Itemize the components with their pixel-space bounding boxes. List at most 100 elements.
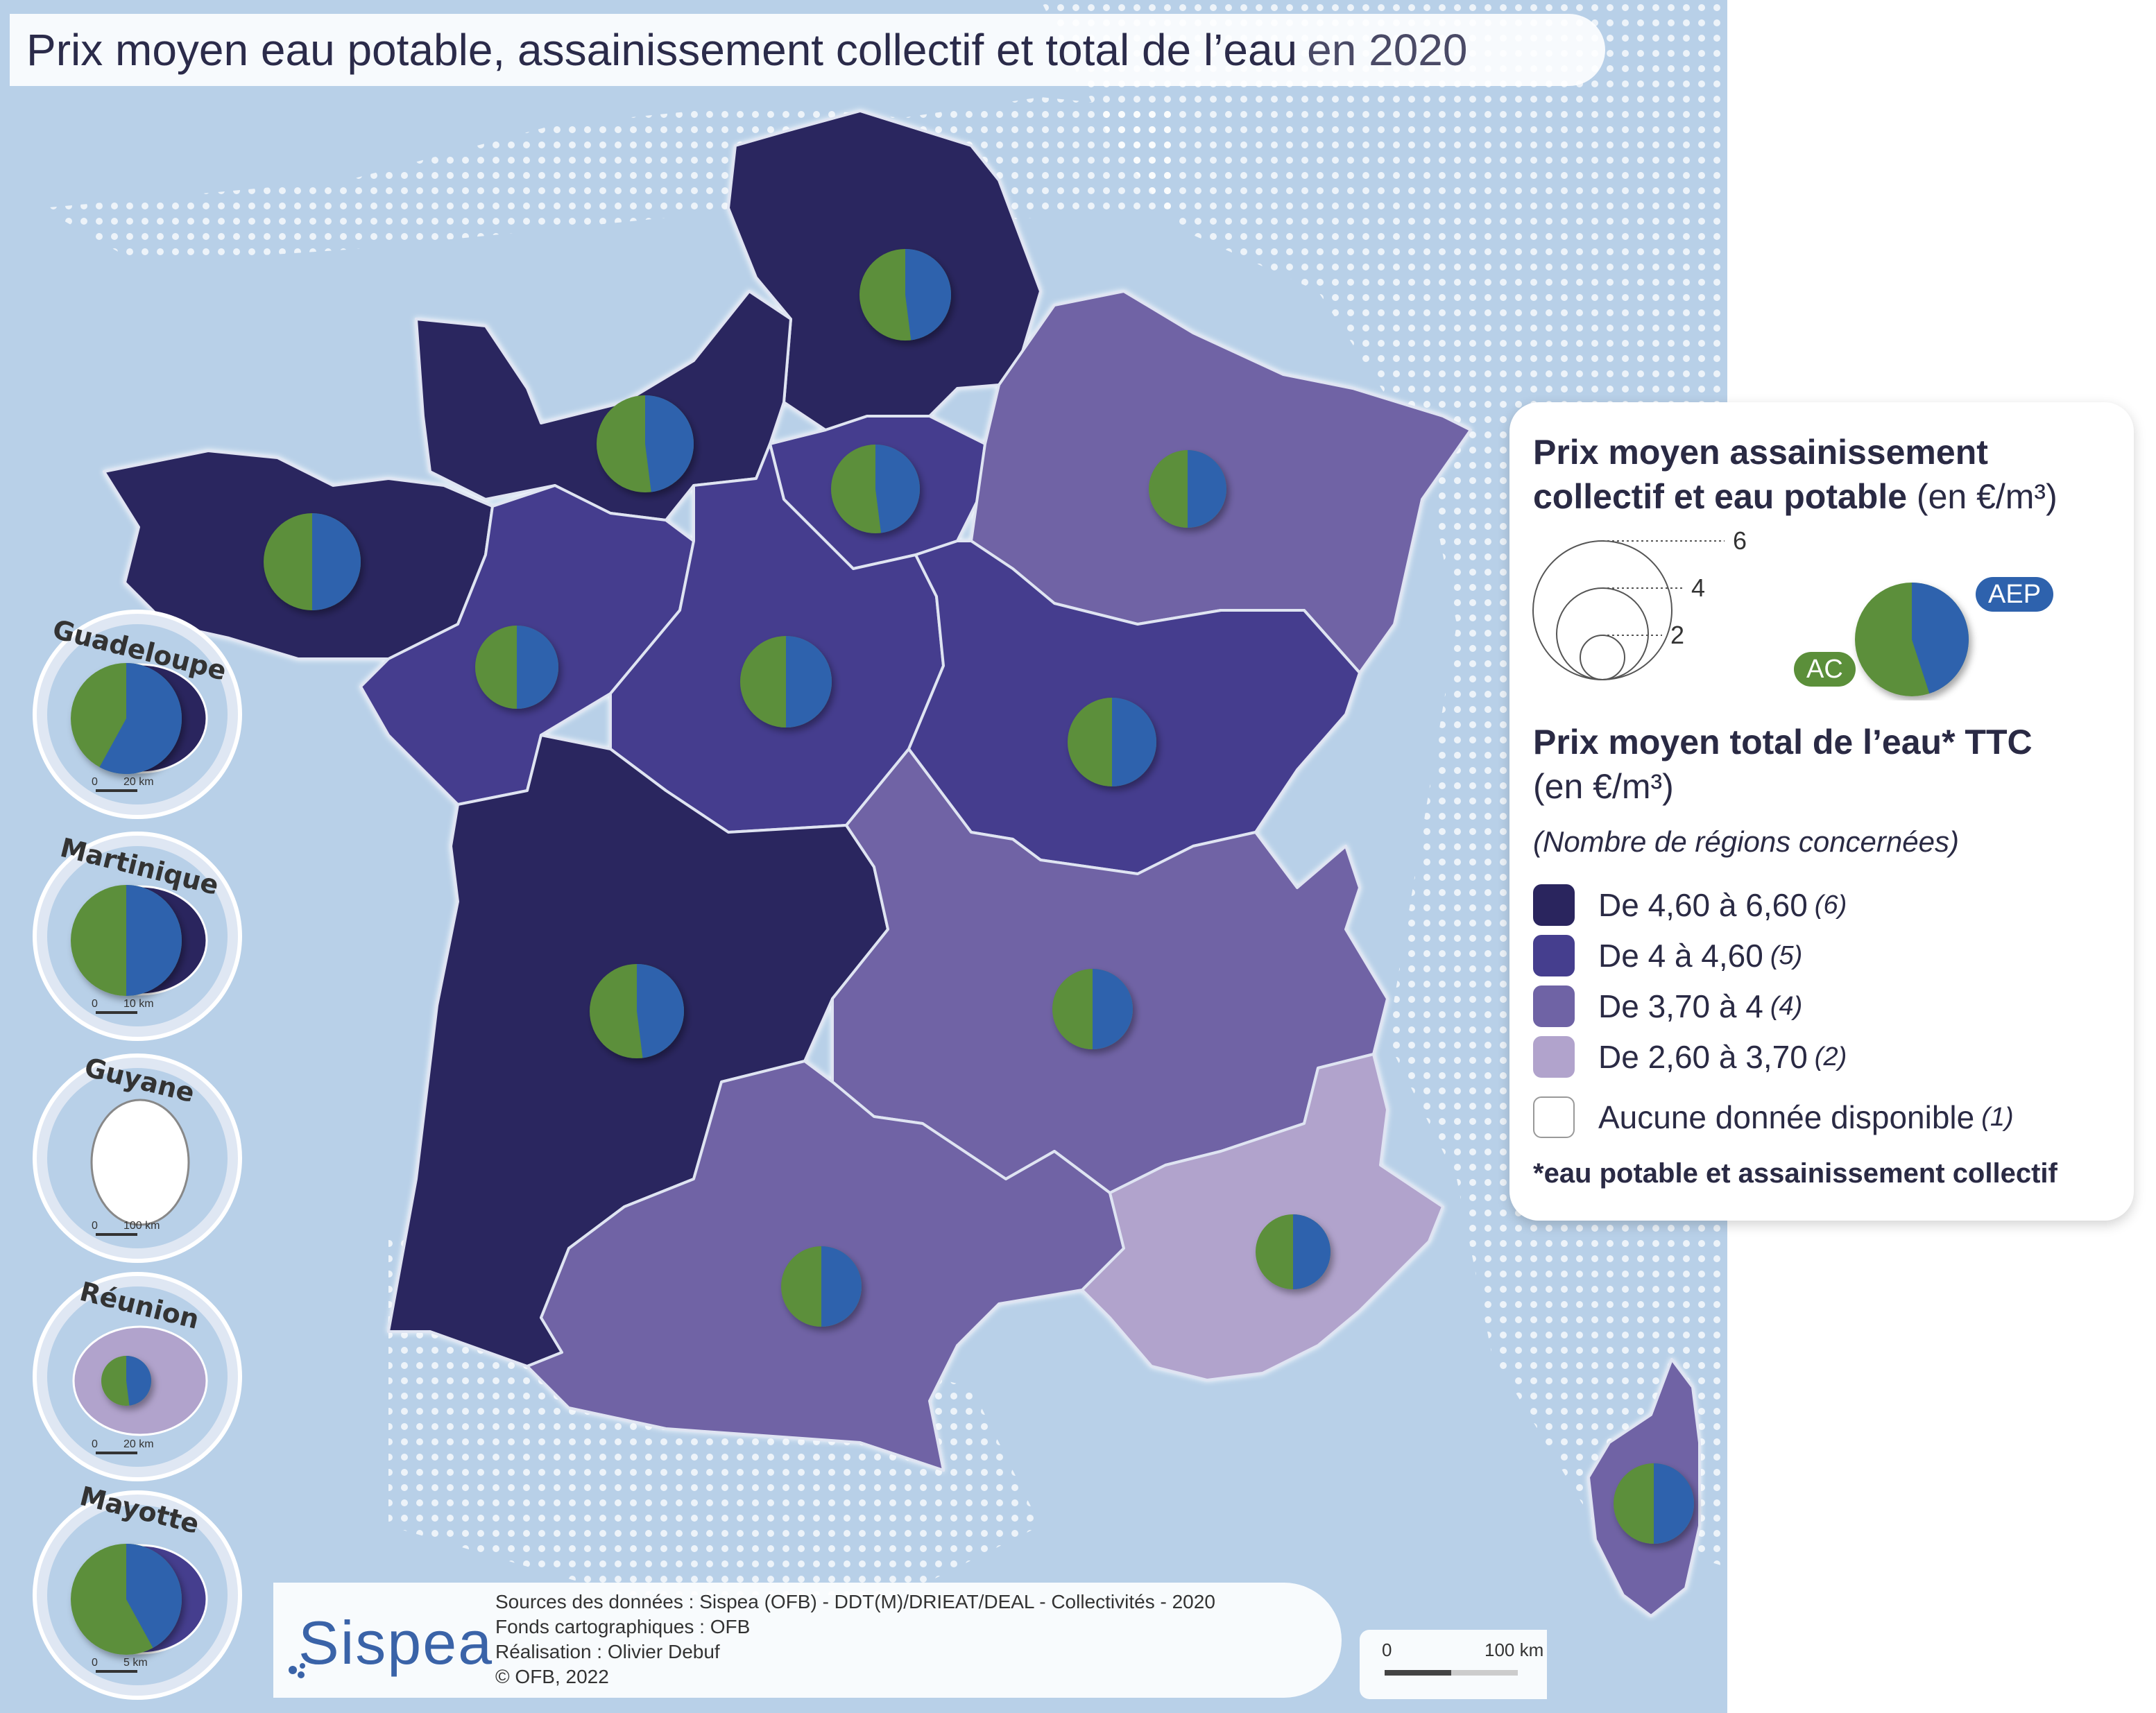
pie-slice-aep [1912,583,1969,694]
scale-start: 0 [1382,1639,1392,1660]
size-label-2: 2 [1670,621,1684,649]
legend-panel: Prix moyen assainissement collectif et e… [1509,402,2134,1221]
swatch-class-1 [1533,884,1575,926]
pie-slice-aep [99,663,182,774]
title-main: Prix moyen eau potable, assainissement c… [26,25,1298,75]
legend-example-pie [1855,583,1969,696]
pie-bourgogne-franche-comte [1068,698,1156,786]
class-3-label: De 3,70 à 4 [1598,988,1763,1024]
scale-bar: 0 100 km [1360,1630,1547,1699]
map-title: Prix moyen eau potable, assainissement c… [10,14,1605,86]
legend-class-2: De 4 à 4,60 (5) [1533,931,1802,980]
pie-slice-aep [1293,1214,1331,1289]
sispea-drops-icon [289,1663,305,1678]
pie-guadeloupe [71,663,182,774]
swatch-class-4 [1533,1036,1575,1078]
region-provence-alpes-cote-dazur[interactable] [1081,1053,1444,1381]
swatch-class-2 [1533,935,1575,976]
pie-slice-aep [126,1544,182,1649]
pie-reunion [101,1356,152,1406]
pie-charts [264,249,1694,1544]
class-none-label: Aucune donnée disponible [1598,1099,1975,1135]
legend-class-3: De 3,70 à 4 (4) [1533,982,1802,1031]
class-none-count: (1) [1981,1102,2014,1132]
pie-normandie [597,395,694,492]
credit-sources: Sources des données : Sispea (OFB) - DDT… [495,1591,1215,1612]
pie-slice-aep [905,249,952,341]
swatch-class-none [1533,1096,1575,1138]
legend-footnote: *eau potable et assainissement collectif [1533,1158,2057,1189]
credit-author: Réalisation : Olivier Debuf [495,1641,720,1662]
inset-scale-text: 10 km [123,998,154,1010]
class-1-count: (6) [1814,890,1847,920]
pie-occitanie [781,1246,862,1327]
ac-pill: AC [1794,652,1856,687]
inset-scale-zero: 0 [92,1220,98,1232]
pie-mayotte [71,1544,182,1655]
inset-scale-zero: 0 [92,1438,98,1450]
pie-slice-aep [1093,969,1133,1049]
inset-land [90,1099,190,1226]
pie-slice-aep [1654,1463,1694,1544]
pie-bretagne [264,513,361,610]
pie-provence-alpes-cote-dazur [1256,1214,1331,1289]
pie-slice-aep [312,513,361,610]
credits-panel: Sispea Sources des données : Sispea (OFB… [273,1583,1342,1698]
size-circle-4 [1556,587,1649,680]
pie-ile-de-france [831,445,921,533]
scale-end: 100 km [1485,1639,1544,1660]
pie-hauts-de-france [859,249,952,341]
legend-size-title-2-text: collectif et eau potable [1533,477,1908,516]
pie-slice-aep [1112,698,1156,786]
class-4-label: De 2,60 à 3,70 [1598,1039,1808,1075]
class-2-count: (5) [1770,940,1803,970]
title-year: en 2020 [1307,25,1468,75]
class-1-label: De 4,60 à 6,60 [1598,887,1808,923]
legend-pie-ac-aep [1855,583,1969,696]
inset-scale-zero: 0 [92,998,98,1010]
size-circle-2 [1580,635,1625,680]
pie-pays-de-la-loire [475,626,558,709]
inset-scale-text: 100 km [123,1220,160,1232]
pie-slice-aep [821,1246,862,1327]
inset-scale-zero: 0 [92,776,98,788]
pie-centre-val-de-loire [740,636,832,728]
credit-copyright: © OFB, 2022 [495,1666,609,1687]
size-circle-6 [1532,540,1672,680]
pie-slice-aep [637,964,684,1058]
size-label-4: 4 [1691,574,1705,602]
pie-slice-aep [1188,450,1226,528]
inset-scale-zero: 0 [92,1657,98,1669]
pie-auvergne-rhone-alpes [1052,969,1133,1049]
inset-scale-text: 5 km [123,1657,148,1669]
scale-bar-half [1451,1670,1518,1676]
class-3-count: (4) [1770,991,1803,1021]
pie-slice-aep [645,395,694,492]
pie-slice-aep [126,885,182,996]
legend-class-4: De 2,60 à 3,70 (2) [1533,1033,1847,1081]
legend-class-1: De 4,60 à 6,60 (6) [1533,881,1847,929]
pie-nouvelle-aquitaine [590,964,684,1058]
aep-pill: AEP [1976,577,2054,612]
inset-scale-text: 20 km [123,1438,154,1450]
pie-grand-est [1149,450,1226,528]
pie-slice-aep [517,626,558,709]
legend-choro-title-2: (en €/m³) [1533,767,1674,806]
credit-basemap: Fonds cartographiques : OFB [495,1616,751,1637]
pie-slice-aep [126,1356,152,1406]
legend-size-title-1: Prix moyen assainissement [1533,433,1988,472]
class-2-label: De 4 à 4,60 [1598,938,1763,974]
legend-class-none: Aucune donnée disponible (1) [1533,1093,2014,1142]
swatch-class-3 [1533,985,1575,1027]
legend-size-symbols: 6 4 2 [1532,526,1969,696]
legend-size-unit: (en €/m³) [1916,477,2057,516]
pie-martinique [71,885,182,996]
pie-corse [1614,1463,1694,1544]
pie-slice-aep [786,636,832,728]
pie-slice-aep [875,445,921,533]
sispea-logo: Sispea [298,1608,494,1677]
size-label-6: 6 [1733,526,1747,555]
